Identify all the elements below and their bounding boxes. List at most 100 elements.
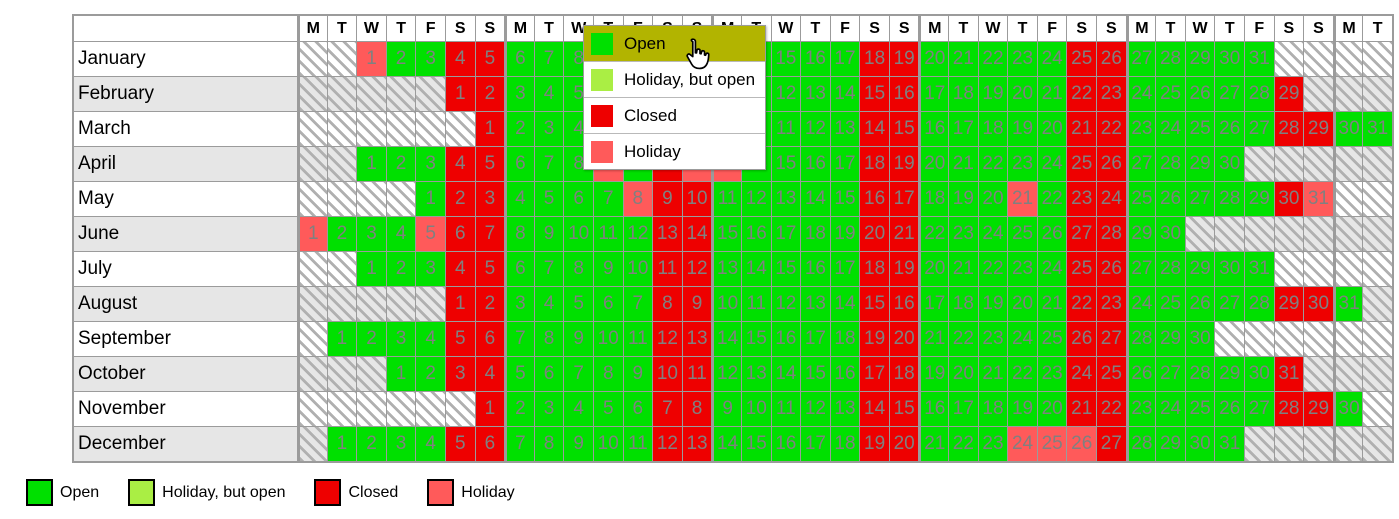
day-cell[interactable]: 13	[771, 182, 801, 216]
day-cell[interactable]: 20	[1037, 112, 1067, 146]
day-cell[interactable]: 28	[1156, 147, 1185, 181]
day-cell[interactable]: 18	[978, 392, 1008, 426]
day-cell[interactable]: 15	[741, 322, 771, 356]
day-cell[interactable]: 4	[564, 392, 593, 426]
day-cell[interactable]: 20	[1008, 287, 1037, 321]
day-cell[interactable]: 30	[1215, 252, 1244, 286]
day-cell[interactable]: 3	[416, 252, 445, 286]
day-cell[interactable]: 12	[771, 287, 801, 321]
day-cell[interactable]: 27	[1097, 427, 1126, 461]
day-cell[interactable]: 17	[801, 322, 830, 356]
day-cell[interactable]: 8	[682, 392, 712, 426]
day-cell[interactable]: 8	[593, 357, 623, 391]
day-cell[interactable]: 8	[505, 217, 534, 251]
day-cell[interactable]: 22	[919, 217, 949, 251]
day-cell[interactable]: 18	[830, 427, 860, 461]
day-cell[interactable]: 21	[919, 427, 949, 461]
day-cell[interactable]: 31	[1333, 287, 1363, 321]
day-cell[interactable]: 8	[623, 182, 653, 216]
day-cell[interactable]: 27	[1126, 147, 1156, 181]
day-cell[interactable]: 25	[1185, 112, 1215, 146]
day-cell[interactable]: 18	[949, 287, 978, 321]
day-cell[interactable]: 22	[949, 322, 978, 356]
day-cell[interactable]: 31	[1245, 42, 1274, 76]
day-cell[interactable]: 22	[1097, 112, 1126, 146]
day-cell[interactable]: 27	[1215, 287, 1244, 321]
day-cell[interactable]: 3	[386, 427, 416, 461]
day-cell[interactable]: 21	[978, 357, 1008, 391]
day-cell[interactable]: 10	[653, 357, 682, 391]
day-cell[interactable]: 4	[386, 217, 416, 251]
day-cell[interactable]: 1	[445, 287, 475, 321]
day-cell[interactable]: 14	[860, 392, 889, 426]
day-cell[interactable]: 18	[830, 322, 860, 356]
day-cell[interactable]: 31	[1304, 182, 1333, 216]
day-cell[interactable]: 30	[1304, 287, 1333, 321]
day-cell[interactable]: 11	[771, 112, 801, 146]
day-cell[interactable]: 12	[801, 392, 830, 426]
day-cell[interactable]: 15	[860, 77, 889, 111]
day-cell[interactable]: 16	[801, 42, 830, 76]
day-cell[interactable]: 22	[1037, 182, 1067, 216]
day-cell[interactable]: 4	[534, 77, 564, 111]
day-cell[interactable]: 16	[919, 112, 949, 146]
day-cell[interactable]: 21	[1037, 287, 1067, 321]
day-cell[interactable]: 28	[1274, 112, 1304, 146]
day-cell[interactable]: 22	[949, 427, 978, 461]
day-cell[interactable]: 19	[978, 287, 1008, 321]
day-cell[interactable]: 3	[534, 392, 564, 426]
day-cell[interactable]: 3	[416, 147, 445, 181]
day-cell[interactable]: 31	[1363, 112, 1392, 146]
day-cell[interactable]: 25	[1067, 42, 1097, 76]
day-cell[interactable]: 10	[593, 427, 623, 461]
day-cell[interactable]: 10	[741, 392, 771, 426]
day-cell[interactable]: 29	[1156, 322, 1185, 356]
day-cell[interactable]: 6	[475, 427, 505, 461]
day-cell[interactable]: 22	[978, 42, 1008, 76]
day-cell[interactable]: 3	[475, 182, 505, 216]
day-cell[interactable]: 29	[1274, 77, 1304, 111]
day-cell[interactable]: 25	[1185, 392, 1215, 426]
day-cell[interactable]: 7	[534, 147, 564, 181]
day-cell[interactable]: 20	[860, 217, 889, 251]
day-cell[interactable]: 1	[357, 42, 386, 76]
day-cell[interactable]: 14	[682, 217, 712, 251]
day-cell[interactable]: 24	[1126, 77, 1156, 111]
day-cell[interactable]: 11	[741, 287, 771, 321]
day-cell[interactable]: 27	[1156, 357, 1185, 391]
day-cell[interactable]: 2	[416, 357, 445, 391]
day-cell[interactable]: 23	[949, 217, 978, 251]
day-cell[interactable]: 23	[1126, 392, 1156, 426]
day-cell[interactable]: 22	[978, 147, 1008, 181]
day-cell[interactable]: 29	[1245, 182, 1274, 216]
day-cell[interactable]: 17	[830, 252, 860, 286]
day-cell[interactable]: 15	[801, 357, 830, 391]
day-cell[interactable]: 26	[1097, 42, 1126, 76]
day-cell[interactable]: 29	[1304, 392, 1333, 426]
day-cell[interactable]: 25	[1037, 322, 1067, 356]
day-cell[interactable]: 14	[860, 112, 889, 146]
day-cell[interactable]: 24	[1008, 427, 1037, 461]
day-cell[interactable]: 5	[475, 147, 505, 181]
day-cell[interactable]: 5	[534, 182, 564, 216]
day-cell[interactable]: 14	[801, 182, 830, 216]
day-cell[interactable]: 26	[1185, 287, 1215, 321]
day-cell[interactable]: 4	[505, 182, 534, 216]
day-cell[interactable]: 27	[1245, 392, 1274, 426]
day-cell[interactable]: 25	[1067, 252, 1097, 286]
day-cell[interactable]: 29	[1185, 42, 1215, 76]
day-cell[interactable]: 28	[1097, 217, 1126, 251]
day-cell[interactable]: 27	[1126, 42, 1156, 76]
day-cell[interactable]: 11	[653, 252, 682, 286]
day-cell[interactable]: 2	[357, 427, 386, 461]
day-cell[interactable]: 23	[1067, 182, 1097, 216]
day-cell[interactable]: 14	[712, 322, 741, 356]
day-cell[interactable]: 30	[1185, 322, 1215, 356]
day-cell[interactable]: 24	[1126, 287, 1156, 321]
day-cell[interactable]: 7	[623, 287, 653, 321]
day-cell[interactable]: 18	[889, 357, 919, 391]
day-cell[interactable]: 21	[949, 147, 978, 181]
day-cell[interactable]: 23	[1037, 357, 1067, 391]
day-cell[interactable]: 9	[564, 322, 593, 356]
day-cell[interactable]: 23	[1097, 287, 1126, 321]
